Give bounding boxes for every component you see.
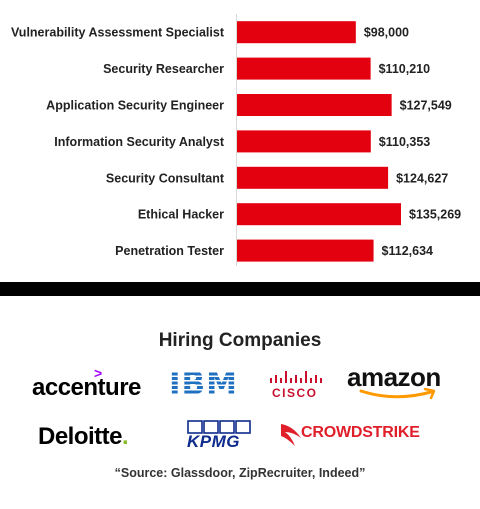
amazon-smile-icon (359, 388, 436, 400)
amazon-logo: amazon (347, 362, 451, 402)
kpmg-logo: KPMG (184, 420, 256, 454)
source-note: “Source: Glassdoor, ZipRecruiter, Indeed… (114, 466, 366, 480)
category-label: Ethical Hacker (138, 208, 224, 222)
salary-bar (237, 57, 371, 80)
salary-bar-chart: Vulnerability Assessment Specialist $98,0… (11, 14, 461, 266)
category-label: Application Security Engineer (46, 99, 224, 113)
section-divider (0, 282, 480, 296)
category-label: Security Consultant (106, 171, 225, 185)
ibm-logo: IBM (169, 368, 245, 400)
hiring-companies-title: Hiring Companies (158, 330, 322, 351)
salary-bar (237, 130, 371, 153)
cisco-bridge-icon (270, 371, 322, 383)
value-label: $110,210 (379, 62, 430, 76)
category-label: Vulnerability Assessment Specialist (11, 26, 225, 40)
deloitte-green-dot-icon: . (122, 423, 129, 450)
value-label: $110,353 (379, 135, 430, 149)
value-label: $124,627 (396, 171, 448, 185)
cisco-wordmark: CISCO (272, 386, 318, 400)
salary-bar (237, 166, 389, 189)
ibm-wordmark: IBM (169, 366, 239, 402)
crowdstrike-wordmark: CROWDSTRIKE (301, 424, 420, 441)
deloitte-logo: Deloitte. (38, 423, 164, 453)
crowdstrike-logo: CROWDSTRIKE (279, 420, 443, 454)
category-label: Security Researcher (103, 62, 224, 76)
category-label: Information Security Analyst (54, 135, 225, 149)
salary-bar (237, 94, 392, 116)
accenture-chevron-icon: > (94, 365, 103, 381)
value-label: $98,000 (364, 26, 409, 40)
accenture-wordmark: accenture (32, 374, 141, 401)
cisco-logo: CISCO (266, 369, 326, 403)
salary-bar (237, 203, 401, 226)
kpmg-wordmark: KPMG (187, 432, 240, 451)
value-label: $135,269 (409, 208, 461, 222)
salary-bar (237, 21, 356, 44)
deloitte-wordmark: Deloitte. (38, 423, 129, 450)
value-label: $112,634 (382, 244, 433, 258)
crowdstrike-falcon-icon (281, 424, 301, 446)
accenture-logo: > accenture (32, 365, 150, 402)
kpmg-boxes-icon (187, 420, 251, 434)
category-label: Penetration Tester (115, 244, 224, 258)
salary-bar (237, 239, 374, 262)
amazon-wordmark: amazon (347, 362, 441, 392)
value-label: $127,549 (400, 99, 452, 113)
